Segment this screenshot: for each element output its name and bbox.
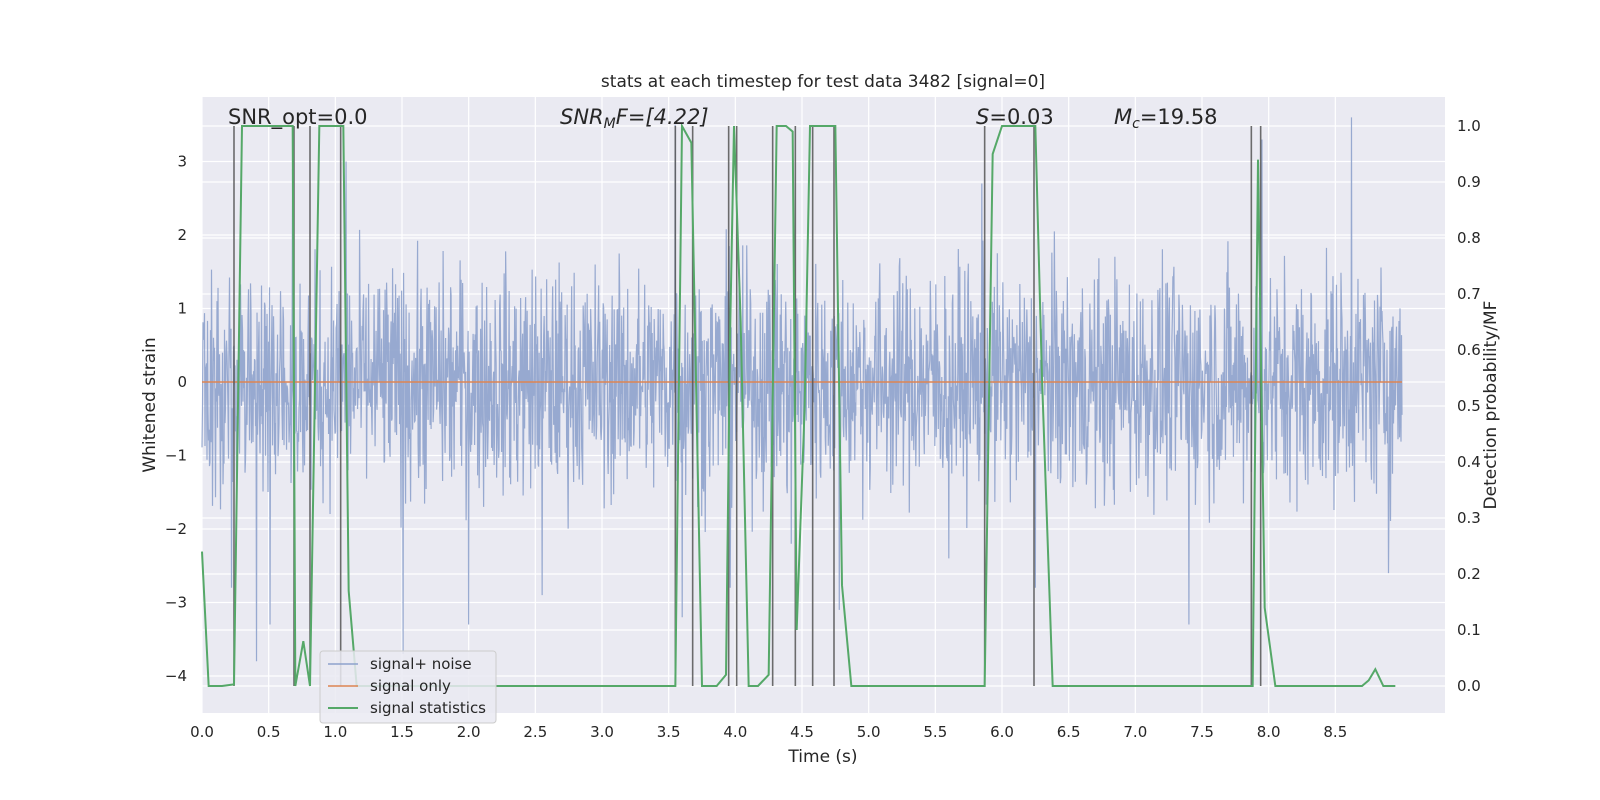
x-tick-8: 4.0 xyxy=(723,723,747,741)
legend-label-stats: signal statistics xyxy=(370,699,486,717)
x-tick-14: 7.0 xyxy=(1123,723,1147,741)
x-tick-5: 2.5 xyxy=(523,723,547,741)
annotation-snr-mf-math: SNR xyxy=(560,105,604,129)
y-right-tick-5: 0.5 xyxy=(1457,397,1481,415)
x-tick-6: 3.0 xyxy=(590,723,614,741)
y-right-tick-8: 0.2 xyxy=(1457,565,1481,583)
x-tick-10: 5.0 xyxy=(857,723,881,741)
x-axis-ticks: 0.0 0.5 1.0 1.5 2.0 2.5 3.0 3.5 4.0 4.5 5.0 5.5 6.0 6… xyxy=(190,723,1347,741)
y-left-tick-5: −2 xyxy=(165,520,187,538)
x-axis-label: Time (s) xyxy=(787,747,857,767)
annotation-mc: Mc=19.58 xyxy=(1114,105,1218,132)
y-left-tick-0: 3 xyxy=(177,153,187,171)
legend-box xyxy=(319,650,497,724)
annotation-s-math: S xyxy=(976,105,989,129)
x-tick-2: 1.0 xyxy=(323,723,347,741)
y-right-tick-10: 0.0 xyxy=(1457,677,1481,695)
x-tick-16: 8.0 xyxy=(1257,723,1281,741)
annotation-s-value: =0.03 xyxy=(989,105,1053,129)
signal-statistics-line xyxy=(201,122,1396,687)
chart-title: stats at each timestep for test data 348… xyxy=(601,72,1045,92)
y-left-tick-3: 0 xyxy=(177,373,187,391)
x-tick-11: 5.5 xyxy=(923,723,947,741)
y-right-tick-9: 0.1 xyxy=(1457,621,1481,639)
x-tick-13: 6.5 xyxy=(1057,723,1081,741)
y-axis-right-label: Detection probability/MF xyxy=(1481,301,1501,510)
annotation-mc-value: =19.58 xyxy=(1140,105,1218,129)
legend-label-signal: signal only xyxy=(370,677,451,695)
x-tick-4: 2.0 xyxy=(457,723,481,741)
annotation-s: S=0.03 xyxy=(976,105,1054,129)
x-tick-15: 7.5 xyxy=(1190,723,1214,741)
annotation-mc-sub: c xyxy=(1132,116,1140,132)
y-left-tick-4: −1 xyxy=(165,447,187,465)
annotation-snr-opt: SNR_opt=0.0 xyxy=(228,105,368,130)
y-right-tick-1: 0.9 xyxy=(1457,173,1481,191)
y-axis-right-ticks: 1.0 0.9 0.8 0.7 0.6 0.5 0.4 0.3 0.2 0.1 0.0 xyxy=(1457,117,1481,695)
y-right-tick-7: 0.3 xyxy=(1457,509,1481,527)
annotation-snr-mf-value: F=[4.22] xyxy=(616,105,709,129)
x-tick-0: 0.0 xyxy=(190,723,214,741)
x-tick-17: 8.5 xyxy=(1323,723,1347,741)
y-left-tick-1: 2 xyxy=(177,226,187,244)
y-axis-label: Whitened strain xyxy=(140,337,160,472)
y-left-tick-6: −3 xyxy=(165,594,187,612)
annotation-snr-mf: SNRMF=[4.22] xyxy=(560,105,709,132)
y-left-tick-7: −4 xyxy=(165,667,187,685)
x-tick-7: 3.5 xyxy=(657,723,681,741)
y-right-tick-6: 0.4 xyxy=(1457,453,1481,471)
annotation-snr-mf-sub: M xyxy=(604,116,616,132)
signal-noise-series xyxy=(201,117,1403,662)
legend: signal+ noise signal only signal statist… xyxy=(319,650,497,724)
y-right-tick-4: 0.6 xyxy=(1457,341,1481,359)
noise-trace xyxy=(201,117,1403,662)
y-axis-left-ticks: 3 2 1 0 −1 −2 −3 −4 xyxy=(165,153,187,686)
y-left-tick-2: 1 xyxy=(177,300,187,318)
x-tick-3: 1.5 xyxy=(390,723,414,741)
x-tick-1: 0.5 xyxy=(257,723,281,741)
annotation-mc-math: M xyxy=(1114,105,1132,129)
x-tick-12: 6.0 xyxy=(990,723,1014,741)
legend-label-noise: signal+ noise xyxy=(370,655,472,673)
y-right-tick-2: 0.8 xyxy=(1457,229,1481,247)
x-tick-9: 4.5 xyxy=(790,723,814,741)
y-right-tick-0: 1.0 xyxy=(1457,117,1481,135)
y-right-tick-3: 0.7 xyxy=(1457,285,1481,303)
